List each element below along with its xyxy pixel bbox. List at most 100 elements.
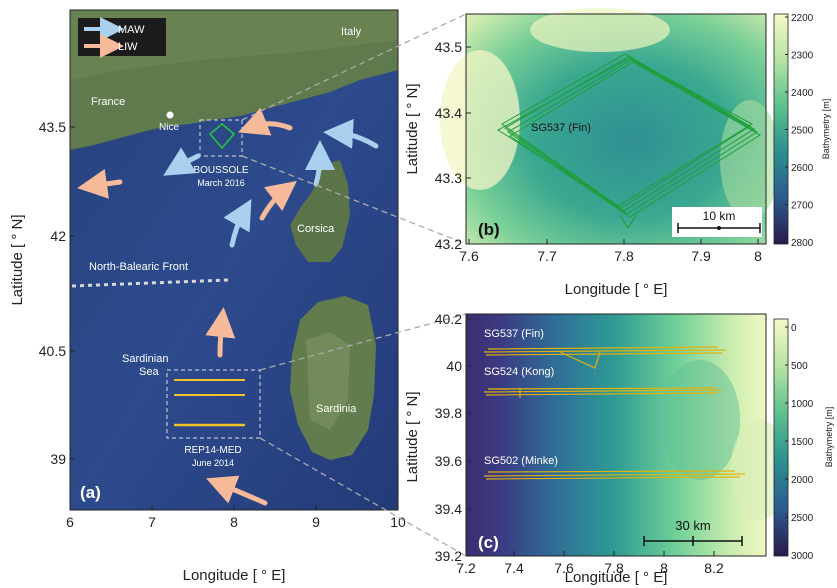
maw-arrow bbox=[223, 198, 252, 248]
zoom-connectors bbox=[241, 13, 467, 557]
panel-c-axes: 7.2 7.4 7.6 7.8 8 8.2 40.2 40 39.8 39.6 39.4 39.2 bbox=[435, 311, 724, 576]
panel-c: SG537 (Fin) SG524 (Kong) SG502 (Minke) (… bbox=[404, 311, 834, 586]
panel-a-ylabel: Latitude [ ° N] bbox=[9, 214, 26, 305]
panel-b-track-label: SG537 (Fin) bbox=[531, 122, 591, 134]
liw-arrow bbox=[259, 180, 297, 221]
panel-a-ytick-label: 39 bbox=[50, 451, 66, 467]
corsica-island bbox=[290, 160, 350, 262]
panel-c-cbtick-label: 2000 bbox=[791, 475, 814, 486]
italy-label: Italy bbox=[341, 26, 362, 38]
panel-a-xtick-label: 9 bbox=[312, 514, 320, 530]
panel-b-cbtick-label: 2800 bbox=[791, 238, 814, 249]
panel-a: MAW LIW Italy France Nice Corsica Sardin… bbox=[9, 9, 406, 584]
panel-b-label: (b) bbox=[478, 220, 500, 239]
nice-marker bbox=[166, 111, 174, 119]
maw-arrow bbox=[323, 118, 379, 149]
panel-a-axes: 6 7 8 9 10 43.5 42 40.5 39 bbox=[39, 119, 406, 530]
sardinian-sea-label: Sardinian bbox=[122, 353, 168, 365]
panel-b-ytick-label: 43.2 bbox=[435, 236, 462, 252]
panel-c-cbtick-label: 1000 bbox=[791, 399, 814, 410]
rep14-box bbox=[166, 369, 261, 439]
boussole-label: BOUSSOLE bbox=[193, 165, 248, 176]
panel-c-xlabel: Longitude [ ° E] bbox=[565, 569, 668, 586]
panel-b-ylabel: Latitude [ ° N] bbox=[404, 83, 421, 174]
liw-legend-label: LIW bbox=[118, 41, 138, 53]
panel-b-ytick-label: 43.3 bbox=[435, 170, 462, 186]
panel-c-xtick-label: 7.2 bbox=[456, 560, 476, 576]
france-label: France bbox=[91, 96, 125, 108]
panel-b-cbtick-label: 2600 bbox=[791, 163, 814, 174]
liw-arrow bbox=[206, 475, 268, 506]
boussole-box bbox=[199, 119, 243, 157]
panel-c-label: (c) bbox=[478, 533, 499, 552]
panel-a-xlabel: Longitude [ ° E] bbox=[183, 567, 286, 584]
panel-a-ytick-label: 40.5 bbox=[39, 343, 66, 359]
sardinia-label: Sardinia bbox=[316, 403, 357, 415]
liw-arrow bbox=[238, 107, 293, 136]
panel-c-scale-label: 30 km bbox=[675, 518, 710, 533]
panel-b-colorbar-title: Bathymetry [m] bbox=[821, 99, 831, 160]
panel-c-ylabel: Latitude [ ° N] bbox=[404, 391, 421, 482]
panel-b-cbtick-label: 2200 bbox=[791, 13, 814, 24]
maw-arrow bbox=[163, 147, 201, 176]
panel-c-cbtick-label: 0 bbox=[791, 323, 797, 334]
panel-c-ytick-label: 39.6 bbox=[435, 453, 462, 469]
panel-b-ytick-label: 43.5 bbox=[435, 39, 462, 55]
panel-a-xtick-label: 6 bbox=[66, 514, 74, 530]
liw-arrow bbox=[77, 169, 123, 199]
panel-c-cbtick-label: 500 bbox=[791, 361, 808, 372]
sg524-track bbox=[483, 387, 723, 398]
panel-a-xtick-label: 8 bbox=[230, 514, 238, 530]
panel-a-ytick-label: 42 bbox=[50, 228, 66, 244]
panel-b-ytick-label: 43.4 bbox=[435, 105, 462, 121]
maw-legend-label: MAW bbox=[118, 24, 145, 36]
sg537-label: SG537 (Fin) bbox=[484, 328, 544, 340]
sg524-label: SG524 (Kong) bbox=[484, 366, 554, 378]
sg537-track bbox=[497, 53, 761, 229]
panel-b-xtick-label: 7.7 bbox=[537, 248, 557, 264]
panel-b-xlabel: Longitude [ ° E] bbox=[565, 281, 668, 298]
panel-b-xtick-label: 7.6 bbox=[459, 248, 479, 264]
panel-c-cbtick-label: 1500 bbox=[791, 437, 814, 448]
panel-b-scale-label: 10 km bbox=[703, 209, 736, 223]
sg502-label: SG502 (Minke) bbox=[484, 455, 558, 467]
panel-b-cbtick-label: 2300 bbox=[791, 51, 814, 62]
corsica-label: Corsica bbox=[297, 223, 335, 235]
sg502-track bbox=[483, 470, 746, 480]
panel-c-ytick-label: 39.4 bbox=[435, 501, 462, 517]
panel-c-frame bbox=[465, 313, 767, 557]
liw-arrow bbox=[205, 307, 236, 358]
panel-b-axes: 7.6 7.7 7.8 7.9 8 43.5 43.4 43.3 43.2 bbox=[435, 39, 762, 264]
boussole-date: March 2016 bbox=[197, 178, 245, 188]
panel-a-xtick-label: 7 bbox=[148, 514, 156, 530]
panel-a-ytick-label: 43.5 bbox=[39, 119, 66, 135]
panel-c-xtick-label: 7.4 bbox=[504, 560, 524, 576]
front-line bbox=[71, 278, 229, 288]
panel-c-xtick-label: 7.6 bbox=[554, 560, 574, 576]
panel-c-tracks bbox=[483, 346, 746, 480]
panel-b-xtick-label: 7.9 bbox=[691, 248, 711, 264]
panel-b-frame bbox=[465, 13, 767, 245]
panel-c-ytick-label: 39.8 bbox=[435, 405, 462, 421]
sardinian-sea-label-2: Sea bbox=[139, 366, 159, 378]
panel-c-xtick-label: 7.8 bbox=[604, 560, 624, 576]
panel-c-ytick-label: 40.2 bbox=[435, 311, 462, 327]
panel-a-label: (a) bbox=[80, 483, 101, 502]
rep14-label: REP14-MED bbox=[184, 445, 241, 456]
panel-b-xtick-label: 8 bbox=[754, 248, 762, 264]
maw-arrow bbox=[304, 140, 335, 187]
nice-label: Nice bbox=[159, 122, 179, 133]
panel-c-ytick-label: 40 bbox=[446, 358, 462, 374]
panel-c-ytick-label: 39.2 bbox=[435, 548, 462, 564]
panel-b-cbtick-label: 2700 bbox=[791, 201, 814, 212]
panel-c-xtick-label: 8.2 bbox=[704, 560, 724, 576]
sg537-track bbox=[483, 346, 727, 369]
rep14-date: June 2014 bbox=[192, 458, 234, 468]
panel-c-cbtick-label: 2500 bbox=[791, 513, 814, 524]
panel-b: SG537 (Fin) (b) 10 km 7.6 7.7 7.8 7.9 8 43.5 4… bbox=[404, 8, 831, 298]
panel-c-cbtick-label: 3000 bbox=[791, 551, 814, 562]
sardinia-highland bbox=[306, 332, 350, 430]
panel-b-cbtick-label: 2400 bbox=[791, 88, 814, 99]
panel-c-xtick-label: 8 bbox=[660, 560, 668, 576]
